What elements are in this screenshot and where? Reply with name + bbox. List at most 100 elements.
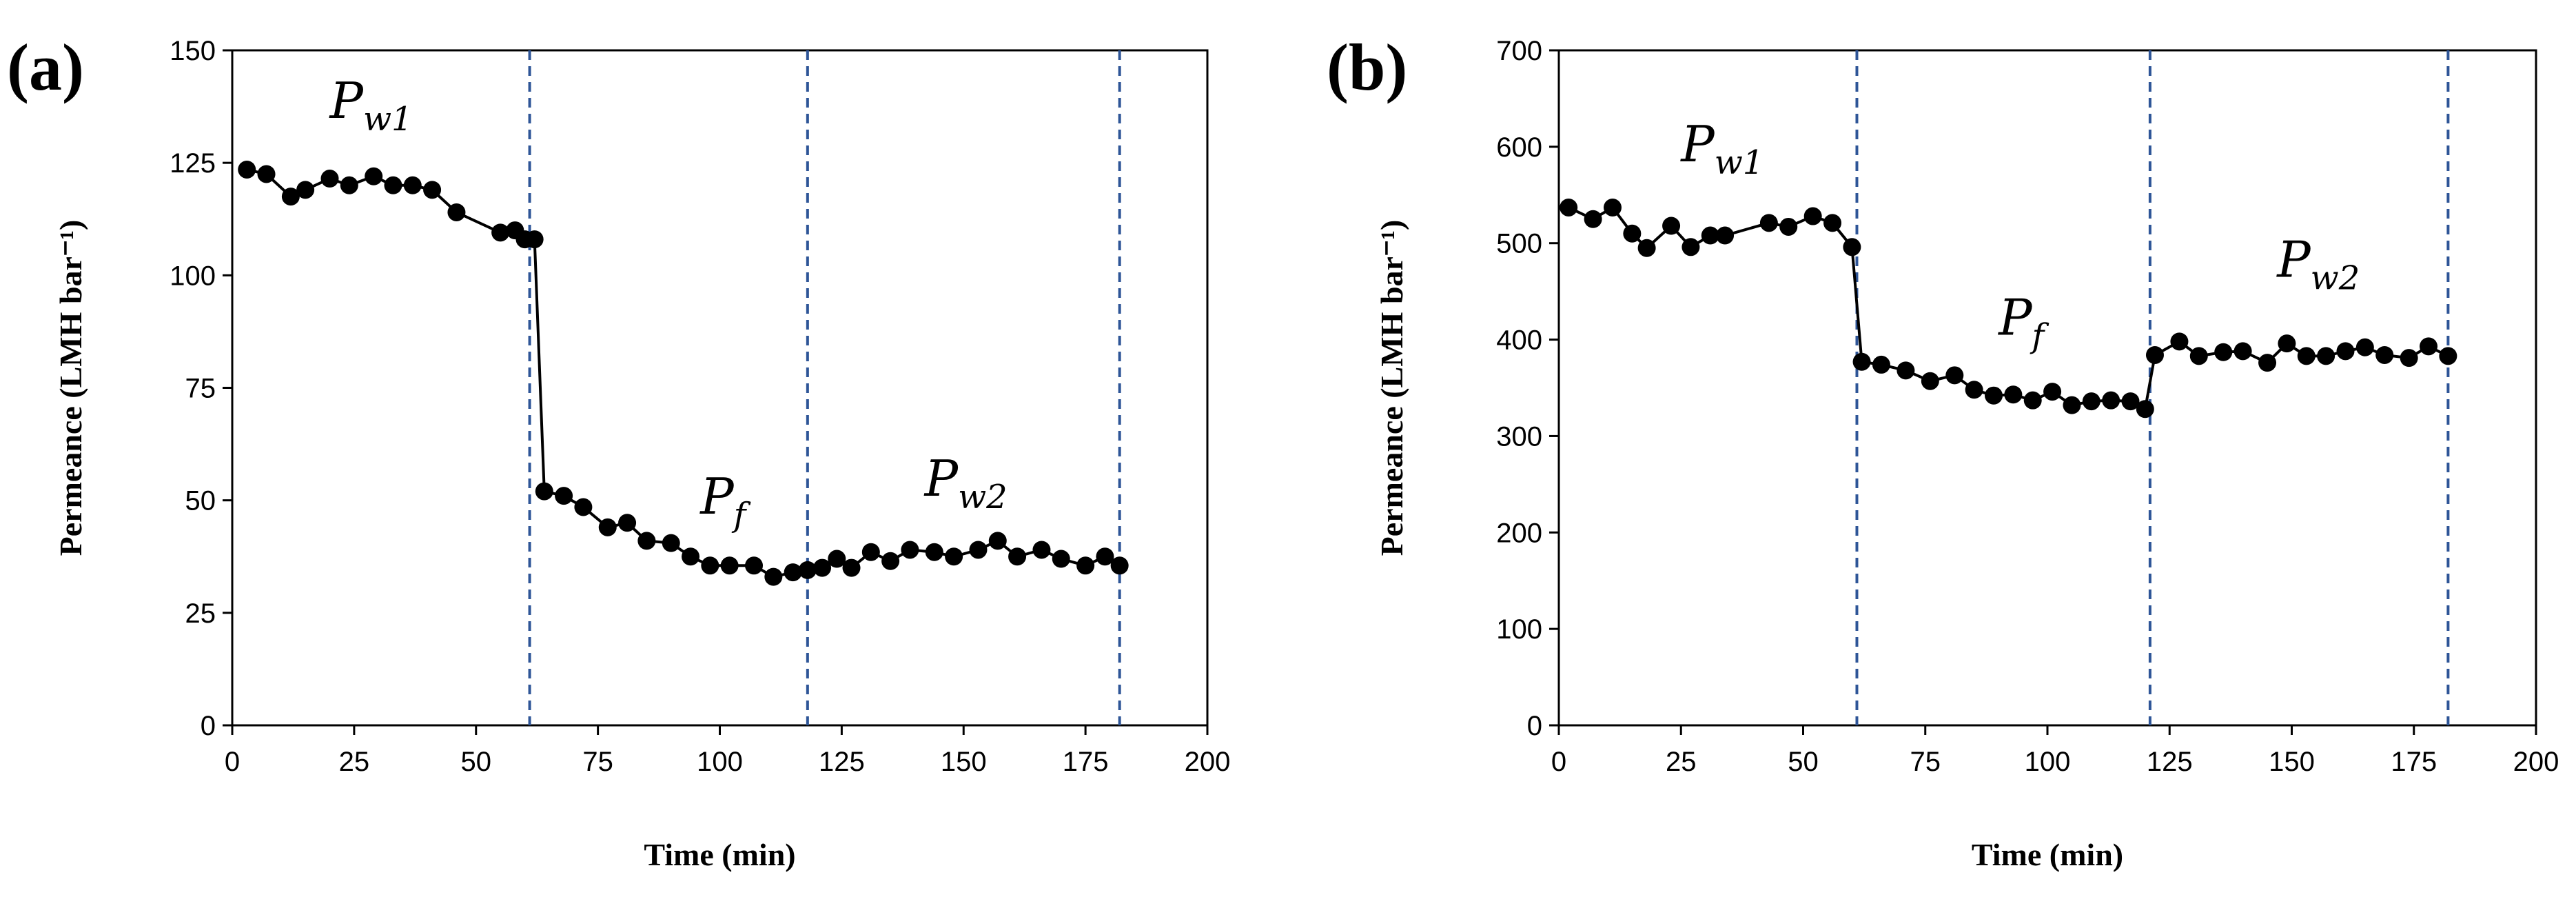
data-point <box>535 482 553 501</box>
data-point <box>1584 210 1602 228</box>
y-tick-label: 150 <box>170 36 216 66</box>
data-point <box>1623 224 1642 243</box>
data-point <box>1008 547 1027 566</box>
x-tick-label: 175 <box>1063 747 1109 777</box>
plot-frame <box>231 49 1209 727</box>
data-point <box>1716 226 1735 245</box>
y-tick-label: 75 <box>185 374 216 404</box>
x-tick-label: 100 <box>2025 747 2071 777</box>
annotation-subscript: f <box>2030 317 2049 356</box>
data-point <box>2102 391 2120 410</box>
y-tick-label: 0 <box>1527 711 1542 741</box>
data-point <box>2439 347 2457 365</box>
x-tick-label: 0 <box>1551 747 1566 777</box>
data-point <box>2336 342 2355 361</box>
x-tick-label: 150 <box>941 747 987 777</box>
data-point <box>828 550 846 568</box>
data-point <box>340 176 358 194</box>
data-point <box>1843 238 1861 256</box>
data-point <box>1823 214 1842 232</box>
phase-annotation: Pw1 <box>1679 115 1764 182</box>
x-tick-label: 50 <box>1788 747 1819 777</box>
x-tick-label: 150 <box>2269 747 2315 777</box>
data-point <box>423 181 442 199</box>
y-axis-title: Permeance (LMH bar⁻¹) <box>1374 220 1409 556</box>
data-point <box>1872 355 1890 374</box>
data-point <box>598 518 617 536</box>
data-point <box>2145 345 2164 364</box>
annotation-subscript: w1 <box>1715 143 1764 182</box>
x-axis-title: Time (min) <box>644 837 795 872</box>
data-point <box>945 547 963 566</box>
data-point <box>618 514 637 532</box>
data-point <box>1637 239 1656 257</box>
chart-panel-b: (b) 0 25 50 75 100 125 150 175 200 0 100 200 300 400 50… <box>1327 30 2559 872</box>
data-point <box>1852 352 1871 371</box>
data-point <box>1096 547 1114 566</box>
phase-annotation: Pw1 <box>329 72 413 139</box>
y-tick-label: 700 <box>1496 36 1542 66</box>
phase-annotation: Pf <box>699 467 750 534</box>
data-point <box>2170 332 2189 351</box>
data-point <box>2082 392 2100 411</box>
data-point <box>257 165 276 183</box>
annotation-main: P <box>2276 231 2311 289</box>
data-point <box>2278 334 2296 353</box>
data-point <box>2043 383 2062 401</box>
data-point <box>296 181 315 199</box>
annotation-subscript: w2 <box>958 478 1008 516</box>
y-axis-title: Permeance (LMH bar⁻¹) <box>53 220 88 556</box>
data-point <box>1897 361 1915 380</box>
y-tick-label: 500 <box>1496 229 1542 259</box>
annotation-main: P <box>1997 289 2033 347</box>
data-point <box>2297 347 2316 365</box>
annotation-subscript: w2 <box>2311 259 2360 298</box>
data-point <box>2420 337 2438 356</box>
y-tick-label: 100 <box>1496 614 1542 645</box>
data-point <box>1110 556 1129 575</box>
annotation-main: P <box>699 467 735 525</box>
data-point <box>2063 396 2081 414</box>
data-point <box>1560 198 1578 216</box>
data-point <box>2189 347 2208 365</box>
y-tick-label: 50 <box>185 486 216 516</box>
data-point <box>320 170 339 188</box>
data-point <box>2004 385 2023 404</box>
data-point <box>238 160 256 179</box>
data-point <box>637 532 656 550</box>
data-point <box>720 556 739 575</box>
data-point <box>1052 550 1070 568</box>
data-point <box>281 188 300 206</box>
data-point <box>1965 381 1983 399</box>
y-tick-label: 300 <box>1496 421 1542 452</box>
data-point <box>1701 226 1719 245</box>
data-point <box>1032 541 1051 559</box>
data-point <box>2317 347 2335 365</box>
x-tick-label: 25 <box>1666 747 1697 777</box>
y-tick-label: 100 <box>170 261 216 291</box>
x-tick-label: 75 <box>1910 747 1941 777</box>
data-point <box>403 176 422 194</box>
x-tick-label: 125 <box>2147 747 2193 777</box>
annotation-subscript: f <box>732 496 751 534</box>
data-point <box>2258 354 2277 372</box>
y-tick-label: 600 <box>1496 132 1542 163</box>
data-point <box>861 543 880 561</box>
data-point <box>2233 342 2252 361</box>
data-point <box>1803 207 1822 225</box>
annotation-main: P <box>1679 115 1715 173</box>
data-point <box>2023 391 2042 410</box>
data-point <box>1759 214 1778 232</box>
data-point <box>764 567 783 586</box>
x-tick-label: 50 <box>461 747 492 777</box>
data-point <box>2121 392 2140 411</box>
data-point <box>1603 198 1622 216</box>
data-point <box>555 487 573 505</box>
data-point <box>925 543 943 561</box>
data-point <box>662 534 680 552</box>
data-point <box>2375 345 2394 364</box>
data-point <box>1945 366 1964 385</box>
annotation-main: P <box>329 72 365 130</box>
data-point <box>969 541 988 559</box>
